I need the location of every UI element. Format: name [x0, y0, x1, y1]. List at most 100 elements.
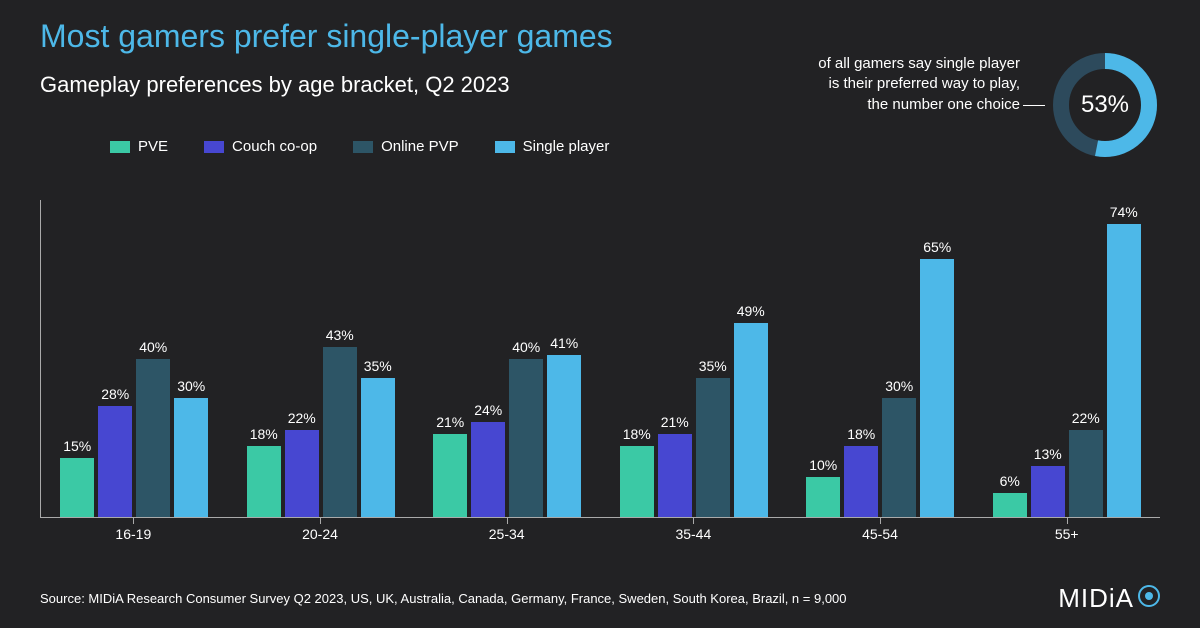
- bar-value-label: 22%: [288, 410, 316, 426]
- bar-value-label: 15%: [63, 438, 91, 454]
- bar: [1069, 430, 1103, 517]
- bar-wrap: 21%: [433, 200, 467, 517]
- bar-wrap: 40%: [136, 200, 170, 517]
- bar: [844, 446, 878, 517]
- x-tick-label: 55+: [973, 518, 1160, 548]
- bar: [471, 422, 505, 517]
- bar: [98, 406, 132, 517]
- bar-wrap: 22%: [1069, 200, 1103, 517]
- bar-wrap: 43%: [323, 200, 357, 517]
- bar-value-label: 30%: [885, 378, 913, 394]
- legend: PVE Couch co-op Online PVP Single player: [110, 138, 609, 155]
- bar-wrap: 30%: [174, 200, 208, 517]
- bar: [547, 355, 581, 517]
- logo-dot-icon: [1138, 585, 1160, 607]
- legend-label: Online PVP: [381, 138, 459, 155]
- bar: [1107, 224, 1141, 517]
- bar-value-label: 49%: [737, 303, 765, 319]
- bar-value-label: 35%: [364, 358, 392, 374]
- bar: [620, 446, 654, 517]
- donut-chart: 53%: [1050, 50, 1160, 160]
- bar: [920, 259, 954, 517]
- x-tick-label: 16-19: [40, 518, 227, 548]
- bar-group: 18% 22% 43% 35%: [228, 200, 415, 517]
- callout-text: of all gamers say single player is their…: [810, 54, 1020, 115]
- bar-group: 15% 28%40% 30%: [41, 200, 228, 517]
- bar-wrap: 21%: [658, 200, 692, 517]
- bar-wrap: 22%: [285, 200, 319, 517]
- bar: [433, 434, 467, 517]
- legend-item: Couch co-op: [204, 138, 317, 155]
- bar: [806, 477, 840, 517]
- bar-wrap: 18%: [620, 200, 654, 517]
- bar-group: 18% 21% 35% 49%: [601, 200, 788, 517]
- bar-value-label: 18%: [623, 426, 651, 442]
- bar-value-label: 21%: [436, 414, 464, 430]
- x-axis: 16-1920-2425-3435-4445-5455+: [40, 518, 1160, 548]
- bar: [174, 398, 208, 517]
- legend-item: PVE: [110, 138, 168, 155]
- bar-chart: 15%28%40%30%18%22%43%35%21%24%40%41%18%2…: [40, 200, 1160, 548]
- bar-wrap: 18%: [844, 200, 878, 517]
- bar-wrap: 13%: [1031, 200, 1065, 517]
- bar-groups: 15%28%40%30%18%22%43%35%21%24%40%41%18%2…: [41, 200, 1160, 517]
- callout-connector: [1023, 105, 1045, 106]
- bar: [361, 378, 395, 517]
- bar-wrap: 35%: [361, 200, 395, 517]
- source-text: Source: MIDiA Research Consumer Survey Q…: [40, 591, 847, 606]
- bar-value-label: 74%: [1110, 204, 1138, 220]
- legend-label: Couch co-op: [232, 138, 317, 155]
- x-tick-label: 35-44: [600, 518, 787, 548]
- bar-wrap: 74%: [1107, 200, 1141, 517]
- bar: [993, 493, 1027, 517]
- bar-value-label: 40%: [512, 339, 540, 355]
- bar: [882, 398, 916, 517]
- bar-value-label: 18%: [847, 426, 875, 442]
- bar: [285, 430, 319, 517]
- bar-wrap: 15%: [60, 200, 94, 517]
- donut-value: 53%: [1081, 91, 1129, 119]
- bar-group: 21% 24% 40% 41%: [414, 200, 601, 517]
- bar-group: 10% 18% 30% 65%: [787, 200, 974, 517]
- bar-value-label: 24%: [474, 402, 502, 418]
- bar: [696, 378, 730, 517]
- bar-value-label: 43%: [326, 327, 354, 343]
- legend-label: PVE: [138, 138, 168, 155]
- bar-wrap: 30%: [882, 200, 916, 517]
- bar-value-label: 13%: [1034, 446, 1062, 462]
- x-tick-label: 20-24: [227, 518, 414, 548]
- legend-label: Single player: [523, 138, 610, 155]
- bar-value-label: 21%: [661, 414, 689, 430]
- bar-wrap: 40%: [509, 200, 543, 517]
- bar-wrap: 28%: [98, 200, 132, 517]
- chart-subtitle: Gameplay preferences by age bracket, Q2 …: [40, 72, 510, 98]
- bar-value-label: 10%: [809, 457, 837, 473]
- bar-wrap: 18%: [247, 200, 281, 517]
- plot-area: 15%28%40%30%18%22%43%35%21%24%40%41%18%2…: [40, 200, 1160, 518]
- bar-wrap: 10%: [806, 200, 840, 517]
- x-tick-label: 45-54: [787, 518, 974, 548]
- bar-wrap: 35%: [696, 200, 730, 517]
- bar-wrap: 49%: [734, 200, 768, 517]
- legend-swatch: [353, 141, 373, 153]
- bar: [734, 323, 768, 517]
- bar-value-label: 6%: [1000, 473, 1020, 489]
- logo: MIDiA: [1058, 583, 1160, 614]
- legend-swatch: [204, 141, 224, 153]
- bar-group: 6% 13% 22% 74%: [974, 200, 1161, 517]
- chart-title: Most gamers prefer single-player games: [40, 18, 613, 55]
- bar-wrap: 24%: [471, 200, 505, 517]
- legend-swatch: [110, 141, 130, 153]
- legend-item: Single player: [495, 138, 610, 155]
- bar-value-label: 22%: [1072, 410, 1100, 426]
- bar-value-label: 30%: [177, 378, 205, 394]
- legend-item: Online PVP: [353, 138, 459, 155]
- bar: [509, 359, 543, 518]
- bar-value-label: 18%: [250, 426, 278, 442]
- bar-wrap: 41%: [547, 200, 581, 517]
- logo-text: MIDiA: [1058, 583, 1134, 614]
- bar: [1031, 466, 1065, 518]
- bar-value-label: 65%: [923, 239, 951, 255]
- bar: [247, 446, 281, 517]
- bar-wrap: 65%: [920, 200, 954, 517]
